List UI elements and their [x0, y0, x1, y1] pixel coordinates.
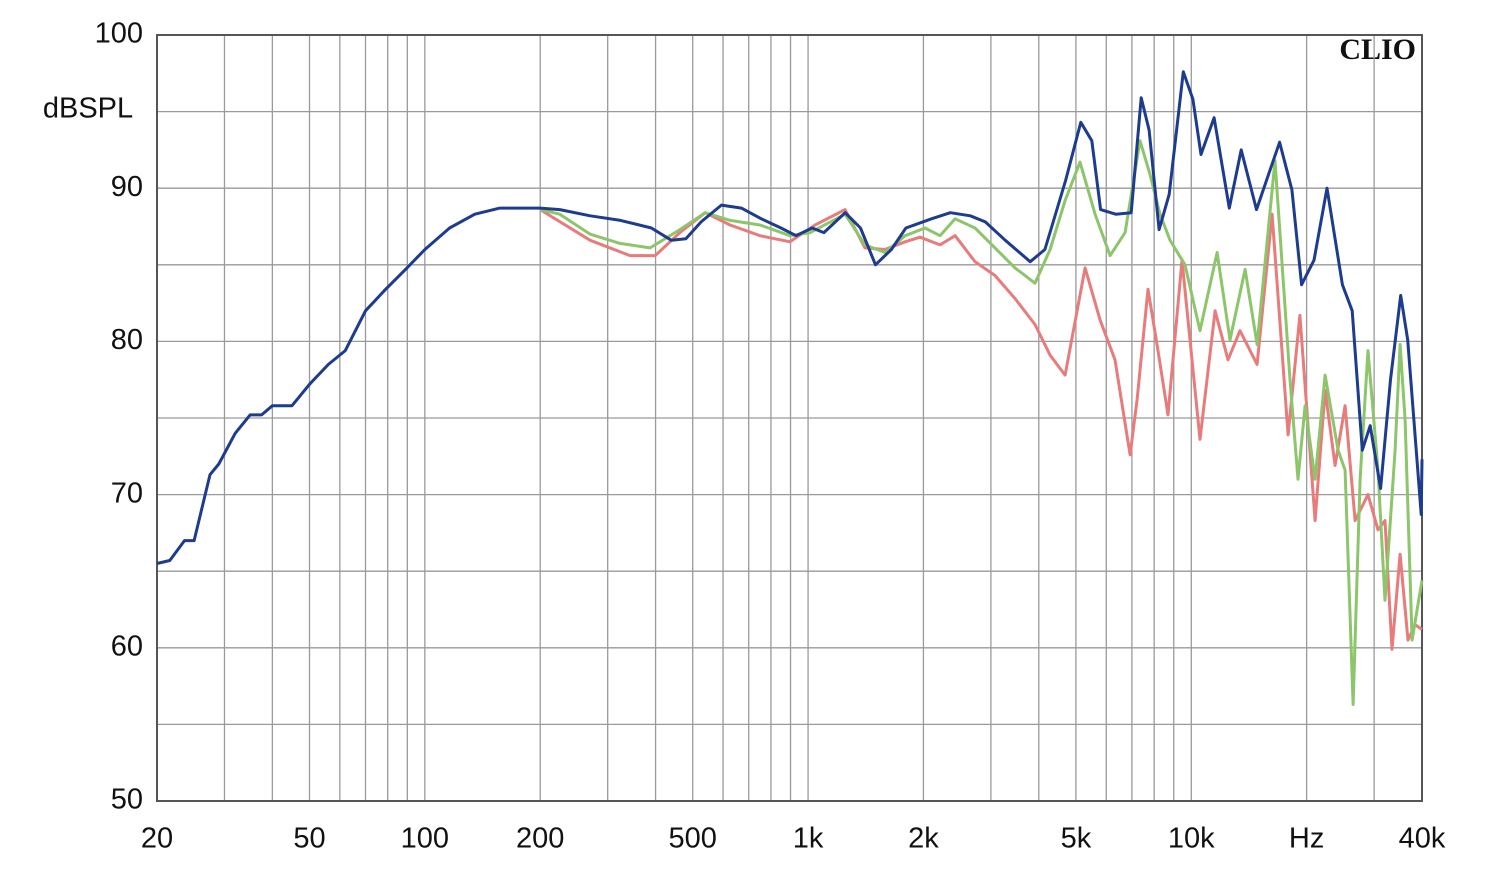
- x-tick-label: 500: [669, 823, 717, 855]
- x-tick-label: 10k: [1168, 823, 1215, 855]
- x-tick-label: 2k: [908, 823, 939, 855]
- y-tick-label: 90: [111, 171, 143, 203]
- series-line: [539, 208, 1423, 651]
- x-tick-label: 50: [293, 823, 325, 855]
- annotation: CLIO: [1339, 33, 1416, 66]
- y-tick-label: 50: [111, 784, 143, 816]
- y-axis-label: dBSPL: [43, 93, 133, 125]
- x-tick-label: 20: [141, 823, 173, 855]
- x-tick-label: 5k: [1061, 823, 1092, 855]
- x-tick-label: Hz: [1289, 823, 1324, 855]
- x-tick-label: 1k: [793, 823, 824, 855]
- y-tick-label: 80: [111, 324, 143, 356]
- y-tick-label: 100: [95, 18, 143, 50]
- y-tick-label: 60: [111, 630, 143, 662]
- x-tick-label: 100: [401, 823, 449, 855]
- y-tick-label: 70: [111, 477, 143, 509]
- x-tick-label: 200: [516, 823, 564, 855]
- series-line: [156, 70, 1424, 565]
- plot-frame: [156, 34, 1423, 802]
- x-tick-label: 40k: [1399, 823, 1446, 855]
